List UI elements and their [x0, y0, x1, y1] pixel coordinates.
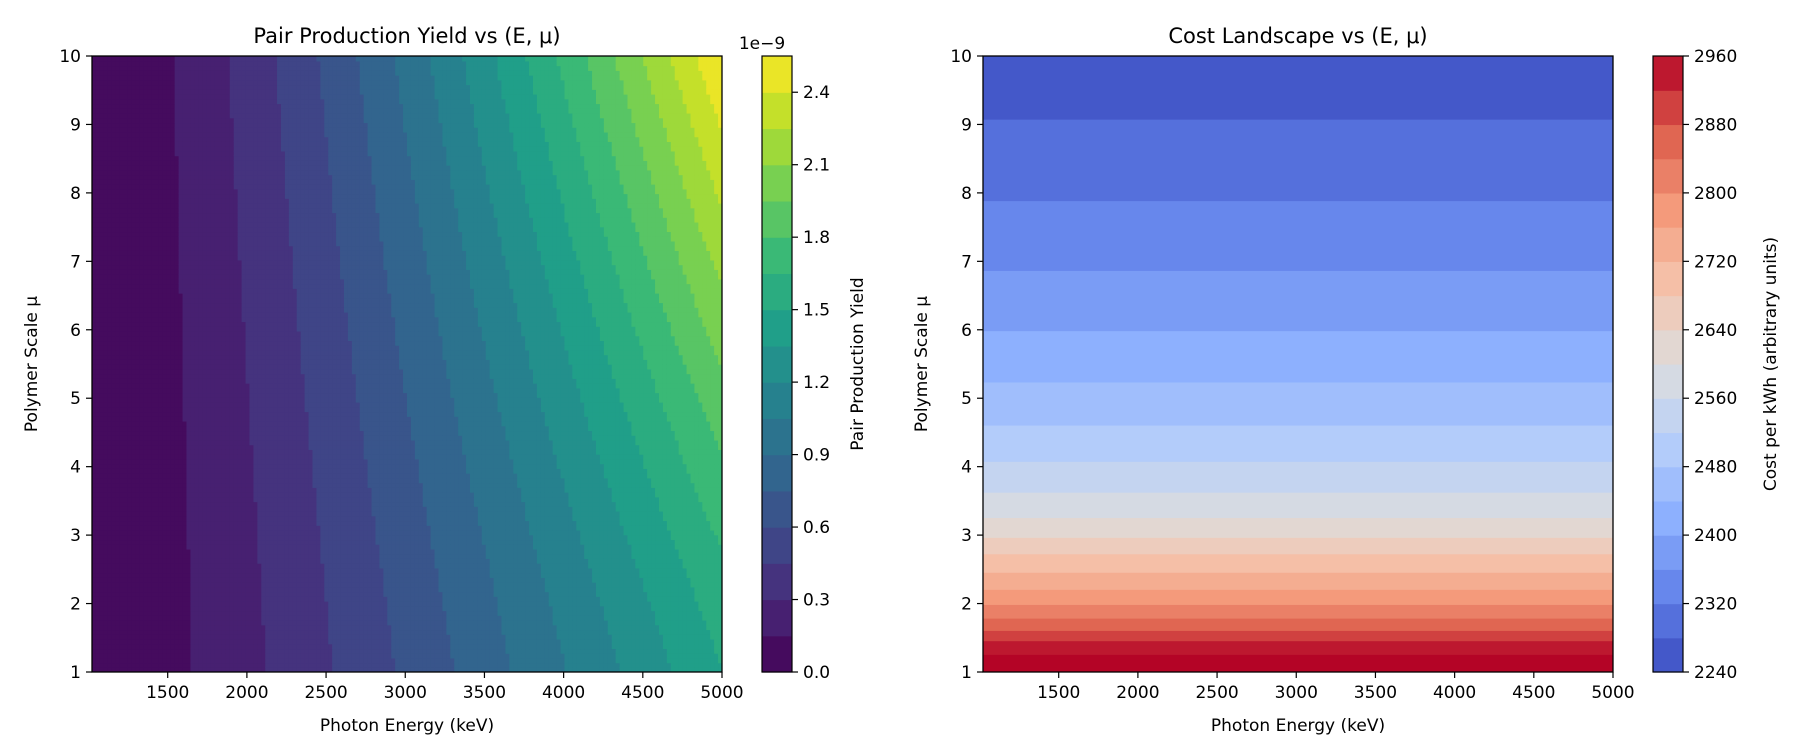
yield-plot-area: [92, 56, 723, 673]
yield-chart: Pair Production Yield vs (E, μ) 1500 2000…: [22, 24, 868, 736]
yield-chart-title: Pair Production Yield vs (E, μ): [253, 24, 560, 48]
